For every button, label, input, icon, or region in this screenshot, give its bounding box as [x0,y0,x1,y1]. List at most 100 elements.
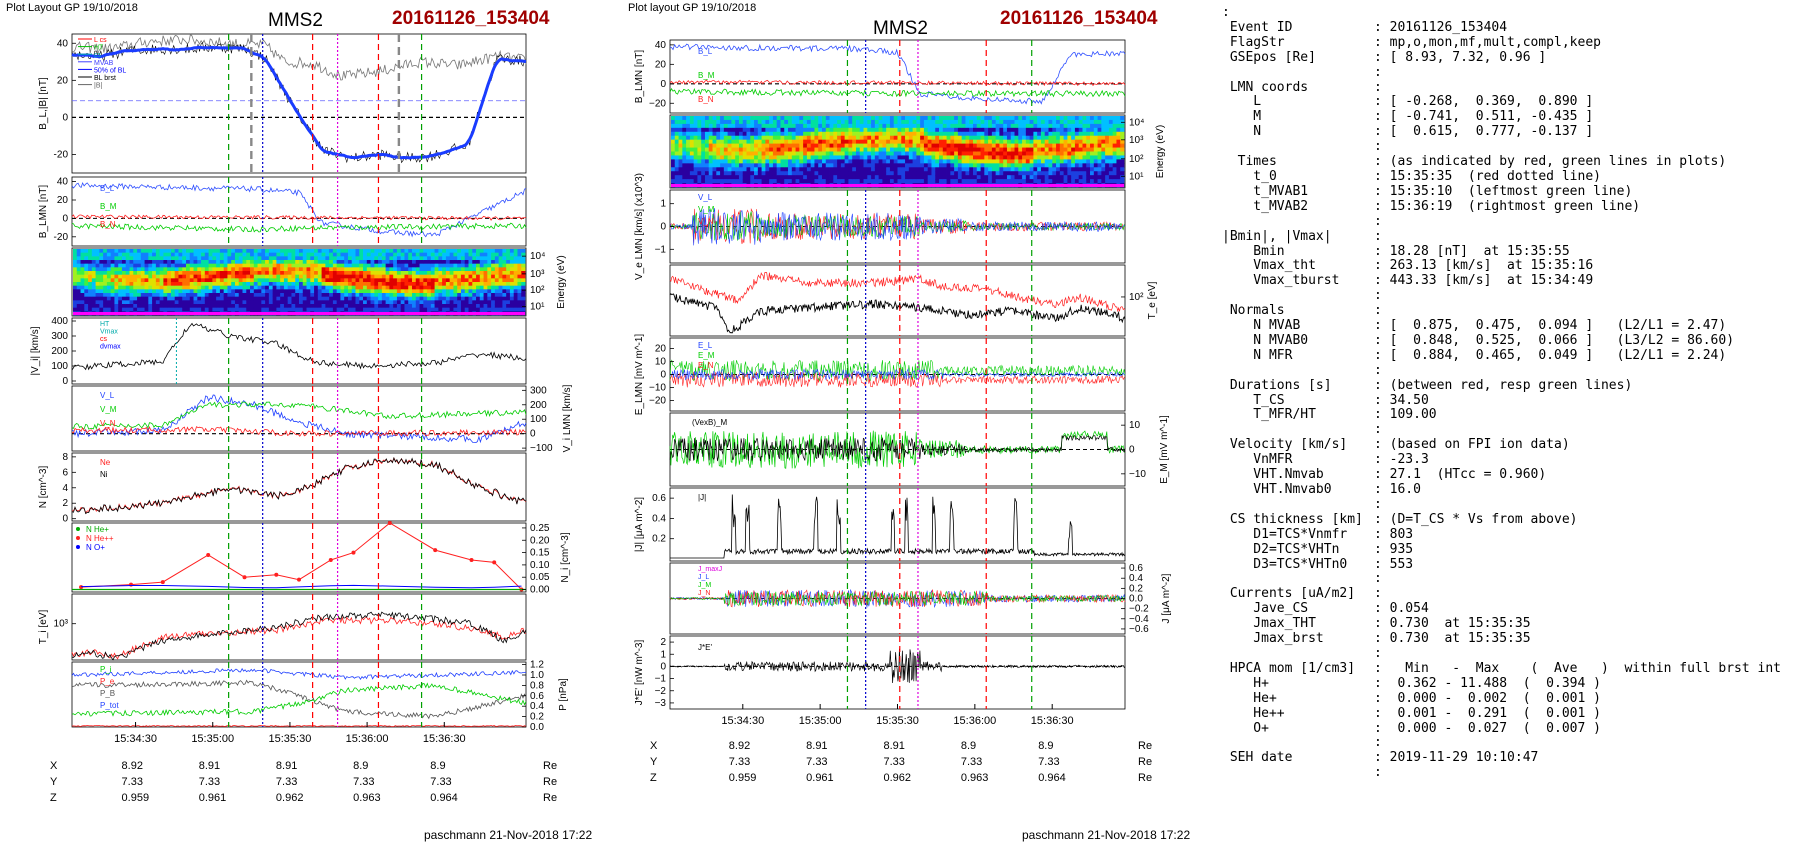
info-key: Jave_CS [1222,601,1309,617]
info-row: CS thickness [km]: (D=T_CS * Vs from abo… [1222,511,1781,528]
info-value: : (between red, resp green lines) [1374,377,1633,393]
info-value: : 0.000 - 0.002 ( 0.001 ) [1374,690,1601,706]
info-row: : [1222,571,1781,587]
legend-entry: (VexB)_M [692,418,727,427]
jmag-line [670,494,1126,559]
y-tick-label: 1 [660,199,666,210]
left-spacecraft-title: MMS2 [268,10,323,31]
info-row: N: [ 0.615, 0.777, -0.137 ] [1222,124,1781,140]
y-tick-label: 0.00 [530,585,550,596]
left-blmn-ylabel: B_LMN [nT] [38,185,49,239]
legend-entry: J_maxJ [698,566,722,573]
btot-line [71,33,527,81]
jn-line [669,590,1126,607]
info-value: : -23.3 [1374,452,1429,468]
info-row: : [1222,497,1781,513]
info-value: : [1374,645,1382,661]
info-row: : [1222,5,1781,21]
coord-axis: X [650,740,658,752]
left-bl-ylabel: B_L,|B| [nT] [38,77,49,130]
info-row: M: [ -0.741, 0.511, -0.435 ] [1222,109,1781,125]
info-row: D2=TCS*VHTn: 935 [1222,542,1781,558]
legend-swatch [76,527,80,531]
info-key: Vmax_tht [1222,258,1316,274]
y-tick-label: 0.2 [652,534,666,545]
info-key: SEH date [1222,750,1293,766]
legend-entry: V_N [698,217,714,226]
y-tick-label: −20 [649,396,666,407]
x-tick-label: 15:36:30 [423,733,466,745]
legend-entry: J_N [698,590,710,597]
info-row: Currents [uA/m2]: [1222,586,1781,602]
legend-entry: P_B [100,689,115,698]
y-tick-label: 0.15 [530,548,550,559]
info-value: : [ 0.884, 0.465, 0.049 ] (L2/L1 = 2.24) [1374,347,1727,363]
info-key: D3=TCS*VHTn0 [1222,556,1348,572]
legend-entry: B_L [100,184,115,193]
info-key: FlagStr [1222,34,1285,50]
info-value: : [1374,228,1382,244]
info-value: : 18.28 [nT] at 15:35:55 [1374,243,1570,259]
coord-value: 0.959 [728,772,757,784]
info-value: : (D=T_CS * Vs from above) [1374,511,1578,527]
info-key: |Bmin|, |Vmax| [1222,228,1332,244]
y-tick-label: 0.2 [530,712,544,723]
coord-value: 0.962 [275,792,304,804]
info-row: : [1222,214,1781,230]
jm-line [669,588,1126,608]
x-tick-label: 15:35:30 [876,715,919,727]
hepp-point [492,560,497,565]
coord-value: 7.33 [883,756,905,768]
en-line [669,371,1126,388]
ni-line [71,456,527,515]
info-row: : [1222,422,1781,438]
coord-value: 8.91 [806,740,828,752]
left-panel-frame [71,33,527,174]
y-tick-label: 10⁴ [530,251,545,262]
y-tick-label: 40 [57,38,69,49]
x-tick-label: 15:35:30 [269,733,312,745]
info-key: N MVAB0 [1222,332,1309,348]
info-row: O+: 0.000 - 0.027 ( 0.007 ) [1222,721,1781,737]
hepp-point [242,575,247,580]
y-tick-label: 40 [655,40,667,51]
oplus-line [81,584,522,589]
left-footer: paschmann 21-Nov-2018 17:22 [424,828,593,842]
info-row: He++: 0.001 - 0.291 ( 0.001 ) [1222,706,1781,722]
right-jmag-ylabel: |J| [μA m^-2] [634,497,645,552]
y-tick-label: 0.6 [1129,563,1143,574]
info-key: Durations [s] [1222,377,1332,393]
y-tick-label: 0 [530,429,536,440]
info-row: |Bmin|, |Vmax|: [1222,228,1781,245]
x-tick-label: 15:36:00 [953,715,996,727]
coord-axis: Y [650,756,658,768]
info-value: : [1374,288,1382,304]
legend-entry: L cs [94,37,107,44]
coord-value: 0.961 [198,792,227,804]
coord-unit: Re [1138,756,1153,768]
right-electron-spectrogram [671,116,1125,188]
coord-value: 8.92 [728,740,751,752]
info-row: VHT.Nmvab: 27.1 (HTcc = 0.960) [1222,467,1781,483]
coord-value: 7.33 [353,776,375,788]
coord-value: 8.91 [198,760,221,772]
y-tick-label: 200 [51,346,68,357]
info-row: Vmax_tburst: 443.33 [km/s] at 15:34:49 [1222,273,1781,289]
info-row: Vmax_tht: 263.13 [km/s] at 15:35:16 [1222,258,1781,274]
y-tick-label: 20 [655,59,667,70]
y-tick-label: 10 [655,356,667,367]
y-tick-label: 0 [660,222,666,233]
info-key: N [1222,124,1262,140]
y-tick-label: 0 [62,112,68,123]
legend-entry: V_N [100,419,116,428]
coord-unit: Re [1138,740,1153,752]
legend-entry: E_L [698,341,713,350]
y-tick-label: −0.2 [1129,604,1149,615]
coord-value: 0.963 [960,772,989,784]
info-row: : [1222,363,1781,379]
right-je-ylabel: J*E' [nW m^-3] [634,640,645,706]
hepp-point [351,550,356,555]
y-tick-label: −0.4 [1129,614,1149,625]
info-row: FlagStr: mp,o,mon,mf,mult,compl,keep [1222,34,1781,51]
info-key: Bmin [1222,243,1285,259]
